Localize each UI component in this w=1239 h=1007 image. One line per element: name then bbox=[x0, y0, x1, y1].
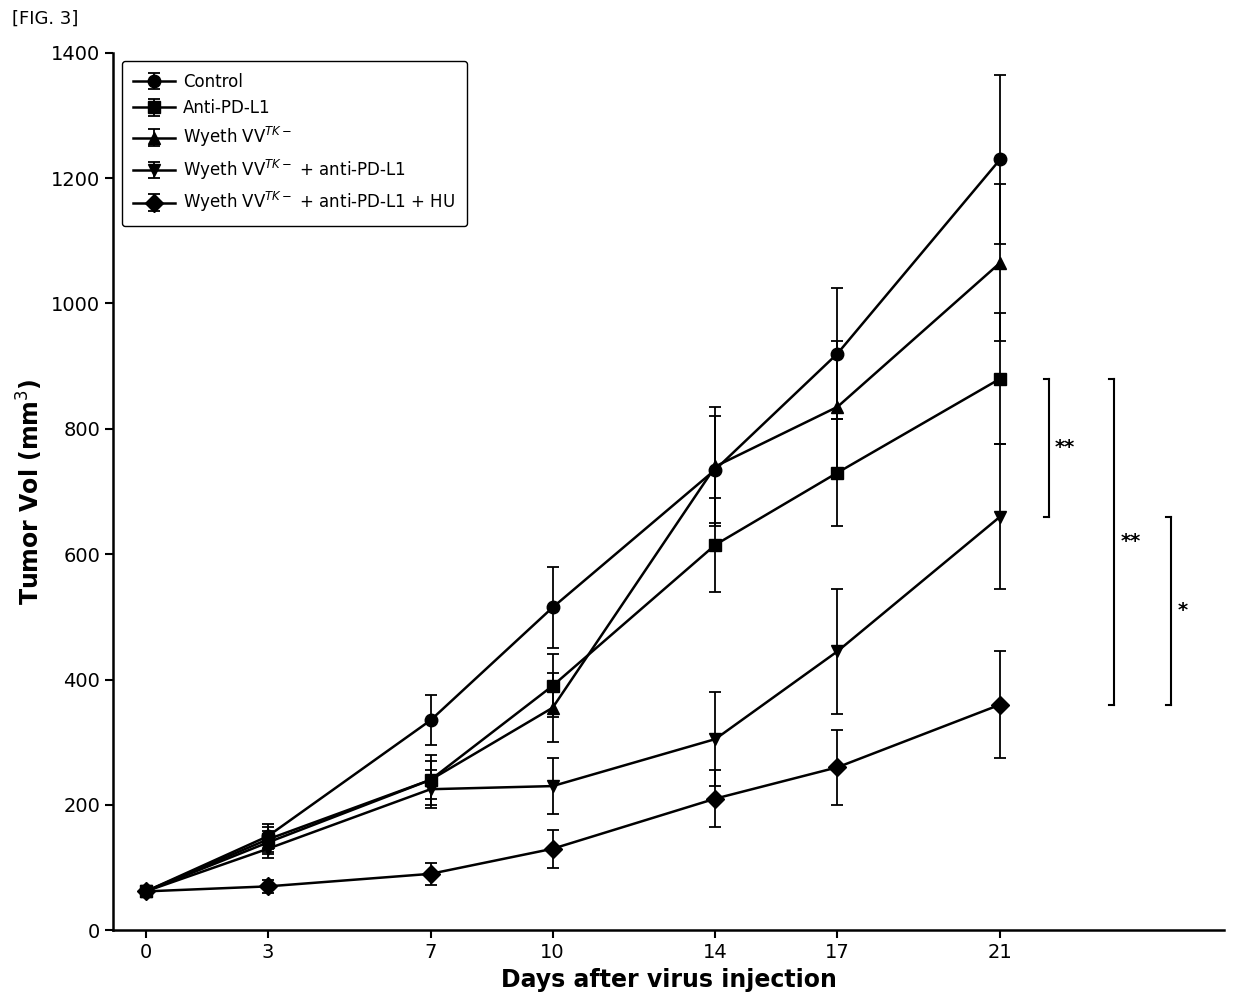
Legend: Control, Anti-PD-L1, Wyeth VV$^{TK-}$, Wyeth VV$^{TK-}$ + anti-PD-L1, Wyeth VV$^: Control, Anti-PD-L1, Wyeth VV$^{TK-}$, W… bbox=[121, 61, 467, 226]
X-axis label: Days after virus injection: Days after virus injection bbox=[501, 968, 836, 992]
Text: *: * bbox=[1177, 601, 1187, 620]
Text: **: ** bbox=[1056, 438, 1075, 457]
Text: **: ** bbox=[1120, 532, 1140, 551]
Text: [FIG. 3]: [FIG. 3] bbox=[12, 10, 79, 28]
Y-axis label: Tumor Vol (mm$^3$): Tumor Vol (mm$^3$) bbox=[15, 378, 45, 605]
